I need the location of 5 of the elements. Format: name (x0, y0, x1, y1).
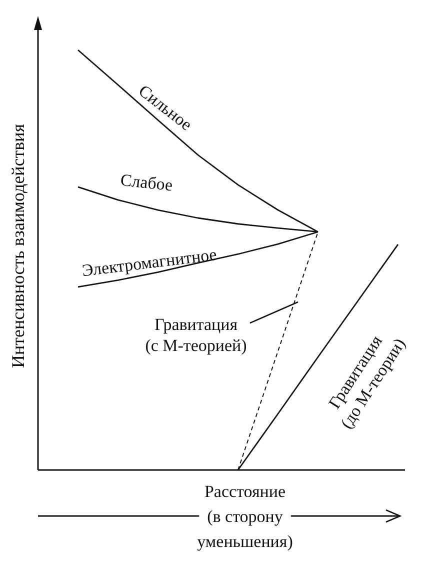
x-axis-title: Расстояние (в сторону уменьшения) (197, 482, 293, 551)
series-label: Гравитация (с М-теорией) (145, 315, 247, 355)
text: Слабое (120, 170, 174, 195)
text: Электромагнитное (80, 244, 218, 280)
y-axis-title: Интенсивность взаимодействия (8, 124, 28, 368)
